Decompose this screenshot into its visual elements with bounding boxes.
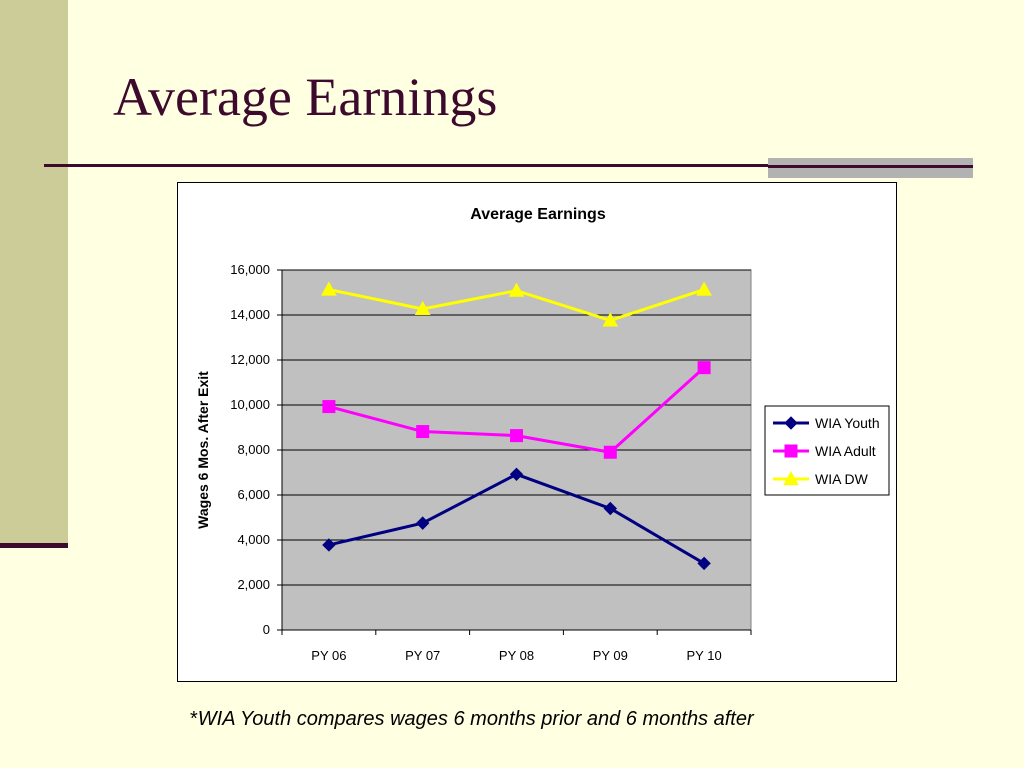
series-wia-dw (321, 281, 712, 327)
data-point-wia-dw (602, 312, 619, 327)
legend-marker-wia-adult (784, 444, 798, 458)
footnote: *WIA Youth compares wages 6 months prior… (190, 708, 754, 731)
data-point-wia-dw (414, 300, 431, 316)
x-tick-label: PY 10 (687, 648, 722, 663)
legend: WIA Youth WIA Adult WIA DW (764, 405, 890, 496)
data-point-wia-youth (697, 556, 711, 571)
x-tick-label: PY 07 (405, 648, 440, 663)
title-rule-accent-line (768, 165, 973, 168)
slide-title: Average Earnings (113, 67, 498, 127)
data-point-wia-dw (508, 282, 525, 297)
axes: 0 2,000 4,000 6,000 8,000 10,000 12,000 14,000 1… (230, 262, 752, 663)
x-tick-label: PY 09 (593, 648, 628, 663)
data-point-wia-adult (510, 429, 523, 443)
chart-frame: Average Earnings 0 2,000 4,000 6,000 8,000 10… (177, 182, 897, 682)
data-point-wia-dw (696, 281, 712, 296)
x-tick-label: PY 06 (311, 648, 346, 663)
data-point-wia-adult (322, 400, 336, 414)
y-tick-label: 2,000 (237, 577, 270, 592)
series-wia-youth (322, 467, 711, 571)
gridlines (282, 269, 751, 586)
data-point-wia-adult (697, 361, 711, 375)
legend-label-wia-youth: WIA Youth (815, 415, 880, 431)
data-point-wia-youth (603, 501, 618, 516)
data-point-wia-youth (415, 516, 430, 530)
y-tick-label: 4,000 (237, 532, 270, 547)
footnote-text: WIA Youth compares wages 6 months prior … (197, 708, 754, 730)
data-point-wia-youth (322, 538, 336, 552)
y-tick-label: 16,000 (230, 262, 270, 277)
legend-label-wia-dw: WIA DW (815, 471, 869, 487)
y-tick-label: 6,000 (237, 487, 270, 502)
left-decorative-band (0, 0, 68, 545)
series-wia-adult (322, 361, 711, 459)
y-tick-label: 8,000 (237, 442, 270, 457)
chart-title: Average Earnings (470, 206, 606, 223)
line-chart: Average Earnings 0 2,000 4,000 6,000 8,000 10… (195, 206, 890, 663)
legend-label-wia-adult: WIA Adult (815, 443, 876, 459)
y-tick-label: 10,000 (230, 397, 270, 412)
x-tick-label: PY 08 (499, 648, 534, 663)
title-rule (44, 164, 972, 167)
data-point-wia-youth (509, 467, 524, 482)
data-point-wia-dw (321, 281, 337, 296)
footnote-asterisk: * (190, 708, 198, 730)
data-point-wia-adult (603, 445, 617, 459)
legend-marker-wia-youth (784, 416, 798, 430)
data-point-wia-adult (416, 425, 430, 439)
left-band-base-line (0, 543, 68, 548)
y-tick-label: 12,000 (230, 352, 270, 367)
title-rule-accent (768, 158, 973, 178)
y-tick-label: 14,000 (230, 307, 270, 322)
y-axis-label: Wages 6 Mos. After Exit (195, 371, 211, 529)
y-tick-label: 0 (263, 622, 270, 637)
legend-marker-wia-dw (783, 470, 799, 486)
series-group (321, 281, 712, 571)
